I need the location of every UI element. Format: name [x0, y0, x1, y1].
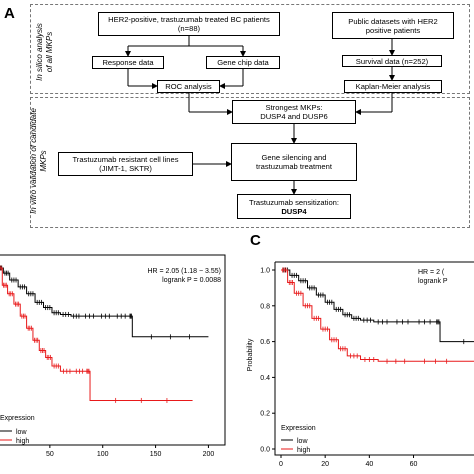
plot-b-x-tick-label: 150	[150, 451, 162, 458]
plot-b-legend-low-label: low	[16, 429, 27, 436]
roc-analysis-box: ROC analysis	[157, 80, 220, 93]
section-in-silico	[30, 4, 470, 94]
plot-c-legend-title: Expression	[281, 425, 316, 432]
panel-label-c: C	[250, 232, 261, 249]
plot-c-y-tick-label: 0.2	[260, 411, 270, 418]
plot-b-legend-title: Expression	[0, 415, 35, 422]
plot-c-ylabel: Probability	[247, 338, 254, 371]
plot-c-y-tick-label: 0.4	[260, 375, 270, 382]
plot-c-series-high	[281, 269, 474, 362]
plot-c-x-tick-label: 20	[321, 461, 329, 468]
her2-patients-box: HER2-positive, trastuzumab treated BC pa…	[98, 12, 280, 36]
plot-b-x-tick-label: 100	[97, 451, 109, 458]
strongest-mkps-box: Strongest MKPs: DUSP4 and DUSP6	[232, 100, 356, 124]
plot-c-y-tick-label: 1.0	[260, 268, 270, 275]
plot-c-series-low	[281, 269, 474, 343]
resistant-cell-lines-box: Trastuzumab resistant cell lines (JIMT-1,…	[58, 152, 193, 176]
panel-label-a: A	[4, 5, 15, 22]
section-in-vitro	[30, 97, 470, 228]
plot-c-y-tick-label: 0.8	[260, 303, 270, 310]
plot-c-logrank-annotation: logrank P	[418, 278, 448, 285]
gene-chip-box: Gene chip data	[206, 56, 280, 69]
sensitization-box: Trastuzumab sensitization: DUSP4	[237, 194, 351, 219]
plot-c-y-tick-label: 0.6	[260, 339, 270, 346]
kaplan-meier-box: Kaplan-Meier analysis	[344, 80, 442, 93]
gene-silencing-box: Gene silencing and trastuzumab treatment	[231, 143, 357, 181]
plot-c-x-tick-label: 40	[365, 461, 373, 468]
plot-c-legend-high-label: high	[297, 447, 310, 454]
plot-b-x-tick-label: 50	[46, 451, 54, 458]
plot-c-hr-annotation: HR = 2 (	[418, 269, 445, 276]
plot-c-legend-low-label: low	[297, 438, 308, 445]
public-datasets-box: Public datasets with HER2 positive patien…	[332, 12, 454, 39]
plot-c-x-tick-label: 60	[410, 461, 418, 468]
plot-b-hr-annotation: HR = 2.05 (1.18 − 3.55)	[147, 268, 221, 275]
plot-b-x-tick-label: 200	[203, 451, 215, 458]
plot-c-x-tick-label: 0	[279, 461, 283, 468]
survival-data-box: Survival data (n=252)	[342, 55, 442, 67]
plot-b-legend-high-label: high	[16, 438, 29, 445]
response-data-box: Response data	[92, 56, 164, 69]
plot-c-y-tick-label: 0.0	[260, 447, 270, 454]
plot-b-logrank-annotation: logrank P = 0.0088	[162, 277, 221, 284]
